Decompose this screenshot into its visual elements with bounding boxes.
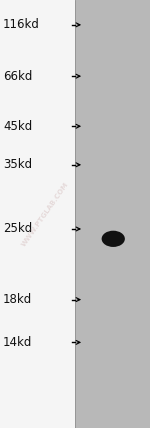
Bar — [75, 0, 150, 428]
Bar — [0, 0, 75, 428]
Text: 25kd: 25kd — [3, 223, 32, 235]
Ellipse shape — [102, 231, 125, 247]
Text: 45kd: 45kd — [3, 120, 32, 133]
Text: 35kd: 35kd — [3, 158, 32, 171]
Text: WWW.PTGLAB.COM: WWW.PTGLAB.COM — [20, 181, 70, 247]
Text: 14kd: 14kd — [3, 336, 32, 349]
Text: 18kd: 18kd — [3, 293, 32, 306]
Text: 116kd: 116kd — [3, 18, 40, 31]
Text: 66kd: 66kd — [3, 70, 32, 83]
